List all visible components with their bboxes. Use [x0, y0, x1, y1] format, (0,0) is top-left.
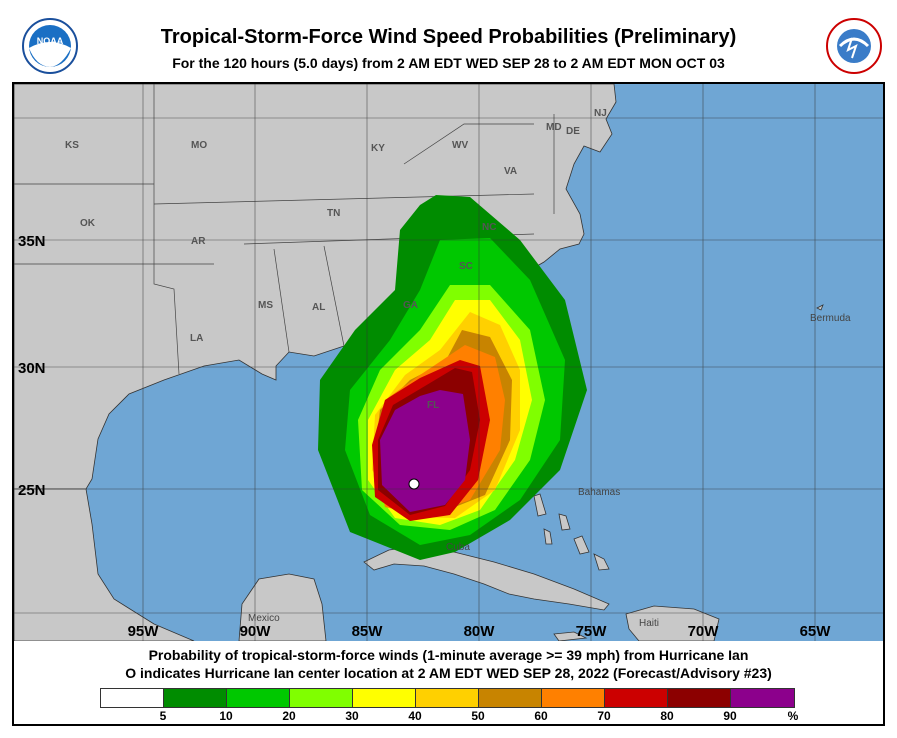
longitude-labels: 95W 90W 85W 80W 75W 70W 65W — [128, 623, 832, 640]
caption-line-1: Probability of tropical-storm-force wind… — [148, 647, 749, 663]
legend-tick-label: 20 — [282, 709, 296, 723]
state-label: AR — [191, 236, 206, 247]
contour-90-percent — [380, 390, 470, 512]
state-label: LA — [190, 333, 203, 344]
place-label: Cuba — [446, 542, 470, 553]
legend-tick-label: 70 — [597, 709, 611, 723]
nws-logo — [826, 18, 882, 74]
lat-label: 25N — [18, 482, 46, 499]
lon-label: 75W — [576, 623, 608, 640]
legend-swatch — [353, 689, 416, 707]
storm-center-marker — [408, 478, 420, 490]
state-label: VA — [504, 166, 517, 177]
legend-tick-label: 5 — [159, 709, 167, 723]
lat-label: 30N — [18, 360, 46, 377]
legend-swatch — [731, 689, 794, 707]
legend-tick-label: 30 — [345, 709, 359, 723]
lon-label: 85W — [352, 623, 384, 640]
place-label: Bahamas — [578, 487, 620, 498]
jamaica-landmass — [553, 631, 588, 641]
lon-label: 95W — [128, 623, 160, 640]
page-subtitle: For the 120 hours (5.0 days) from 2 AM E… — [172, 55, 725, 71]
state-label: SC — [459, 261, 473, 272]
legend-swatch — [668, 689, 731, 707]
legend-swatch — [542, 689, 605, 707]
mexico-landmass — [14, 488, 195, 641]
state-labels: KS MO KY WV VA MD DE NJ OK AR TN NC SC G… — [65, 108, 607, 411]
map-frame — [12, 82, 885, 726]
legend-tick-label: % — [787, 709, 799, 723]
yucatan-landmass — [238, 573, 327, 641]
state-label: MD — [546, 122, 562, 133]
caption-line-2: O indicates Hurricane Ian center locatio… — [125, 665, 772, 681]
legend-swatch — [164, 689, 227, 707]
legend-tick-label: 60 — [534, 709, 548, 723]
legend-tick-label: 90 — [723, 709, 737, 723]
color-legend — [100, 688, 795, 708]
place-label: Haiti — [639, 618, 659, 629]
state-label: AL — [312, 302, 325, 313]
bermuda-island — [816, 304, 824, 311]
latitude-labels: 35N 30N 25N — [18, 233, 46, 499]
lon-label: 80W — [464, 623, 496, 640]
legend-tick-label: 50 — [471, 709, 485, 723]
state-label: GA — [403, 300, 418, 311]
legend-swatch — [605, 689, 668, 707]
state-label: MO — [191, 140, 207, 151]
state-label: TN — [327, 208, 340, 219]
state-label: KS — [65, 140, 79, 151]
legend-swatch — [479, 689, 542, 707]
place-label: Mexico — [248, 613, 280, 624]
state-label: NC — [482, 222, 496, 233]
legend-tick-label: 40 — [408, 709, 422, 723]
legend-tick-label: 80 — [660, 709, 674, 723]
probability-map: KS MO KY WV VA MD DE NJ OK AR TN NC SC G… — [14, 84, 883, 641]
noaa-logo: NOAA — [22, 18, 78, 74]
legend-swatch — [101, 689, 164, 707]
page-title: Tropical-Storm-Force Wind Speed Probabil… — [160, 26, 737, 48]
legend-swatch — [290, 689, 353, 707]
land-masses — [14, 84, 824, 641]
state-label: WV — [452, 140, 468, 151]
legend-swatch — [416, 689, 479, 707]
legend-tick-label: 10 — [219, 709, 233, 723]
state-label: FL — [427, 400, 439, 411]
lon-label: 65W — [800, 623, 832, 640]
lon-label: 90W — [240, 623, 272, 640]
lat-label: 35N — [18, 233, 46, 250]
state-label: MS — [258, 300, 273, 311]
legend-swatch — [227, 689, 290, 707]
svg-text:NOAA: NOAA — [37, 36, 64, 46]
hispaniola-landmass — [625, 605, 720, 641]
state-label: KY — [371, 143, 385, 154]
state-label: NJ — [594, 108, 607, 119]
place-labels: Bermuda Bahamas Cuba Mexico Haiti — [248, 313, 851, 629]
lat-lon-grid — [14, 84, 883, 641]
lon-label: 70W — [688, 623, 720, 640]
place-label: Bermuda — [810, 313, 851, 324]
probability-contours — [318, 195, 587, 560]
state-label: DE — [566, 126, 580, 137]
state-label: OK — [80, 218, 96, 229]
